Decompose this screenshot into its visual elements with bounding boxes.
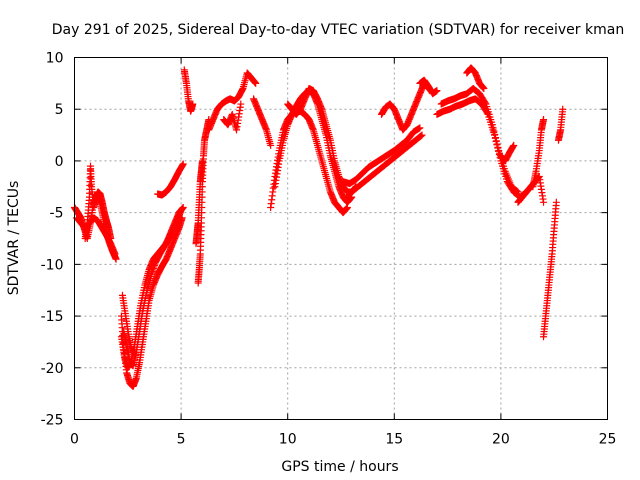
series-arc-24	[463, 64, 488, 93]
data-point	[510, 141, 518, 149]
data-points	[71, 64, 567, 390]
y-tick-label: -10	[41, 257, 64, 273]
x-tick-label: 20	[492, 432, 510, 448]
axis-ticks	[74, 57, 608, 420]
series-arc-12	[205, 69, 260, 134]
chart-title: Day 291 of 2025, Sidereal Day-to-day VTE…	[52, 22, 624, 38]
data-point	[514, 188, 522, 196]
y-tick-labels: 10 5 0 -5 -10 -15 -20 -25	[41, 51, 64, 429]
data-point	[267, 141, 275, 149]
data-point	[417, 132, 425, 140]
plot-frame	[74, 57, 608, 420]
grid-lines	[74, 57, 608, 420]
data-point	[112, 255, 120, 263]
series-arc-9	[180, 66, 197, 115]
x-tick-label: 0	[70, 432, 79, 448]
data-point	[252, 79, 260, 87]
data-point	[179, 203, 187, 211]
data-point	[433, 87, 441, 95]
y-axis-label: SDTVAR / TECUs	[6, 181, 22, 296]
series-arc-7	[118, 291, 136, 356]
series-arc-28	[540, 198, 560, 341]
series-arc-17	[284, 85, 360, 196]
data-point	[540, 116, 548, 124]
series-arc-27	[529, 116, 548, 191]
data-point	[512, 187, 520, 195]
data-point	[416, 132, 424, 140]
data-point	[513, 187, 521, 195]
data-point	[128, 348, 136, 356]
series-arc-20	[378, 79, 432, 134]
data-point	[198, 157, 206, 165]
series-arc-21	[416, 76, 441, 98]
data-point	[179, 160, 187, 168]
y-tick-label: 5	[55, 102, 64, 118]
data-point	[540, 198, 548, 206]
series-arc-29	[554, 105, 567, 144]
series-arc-26	[514, 172, 548, 206]
data-point	[416, 124, 424, 132]
data-point	[493, 140, 501, 148]
y-tick-label: -5	[50, 206, 64, 222]
data-point	[489, 124, 497, 132]
series-arc-3	[73, 214, 119, 258]
x-tick-label: 25	[599, 432, 617, 448]
data-point	[491, 130, 499, 138]
data-point	[480, 85, 488, 93]
x-tick-label: 15	[385, 432, 403, 448]
data-point	[189, 100, 197, 108]
y-tick-label: -15	[41, 309, 64, 325]
data-point	[552, 198, 560, 206]
data-point	[492, 134, 500, 142]
series-arc-10	[194, 116, 213, 287]
x-tick-label: 10	[279, 432, 297, 448]
data-point	[481, 99, 489, 107]
series-arc-23	[437, 85, 522, 196]
data-point	[559, 105, 567, 113]
data-point	[418, 131, 426, 139]
series-arc-14	[250, 95, 275, 149]
series-arc-19	[339, 124, 424, 188]
series-arc-6	[117, 203, 187, 372]
data-point	[490, 127, 498, 135]
y-tick-label: 0	[55, 154, 64, 170]
y-tick-label: 10	[46, 51, 64, 67]
y-tick-label: -20	[41, 361, 64, 377]
data-point	[111, 250, 119, 258]
series-arc-11	[192, 157, 206, 248]
data-point	[492, 137, 500, 145]
x-tick-label: 5	[177, 432, 186, 448]
data-point	[494, 143, 502, 151]
data-point	[237, 100, 245, 108]
x-tick-labels: 0 5 10 15 20 25	[70, 432, 616, 448]
series-arc-13	[220, 100, 245, 134]
y-tick-label: -25	[41, 413, 64, 429]
series-arc-25	[497, 141, 518, 165]
x-axis-label: GPS time / hours	[281, 459, 398, 475]
series-arc-8	[154, 160, 187, 199]
data-point	[488, 121, 496, 129]
series-arc-18	[343, 131, 426, 201]
